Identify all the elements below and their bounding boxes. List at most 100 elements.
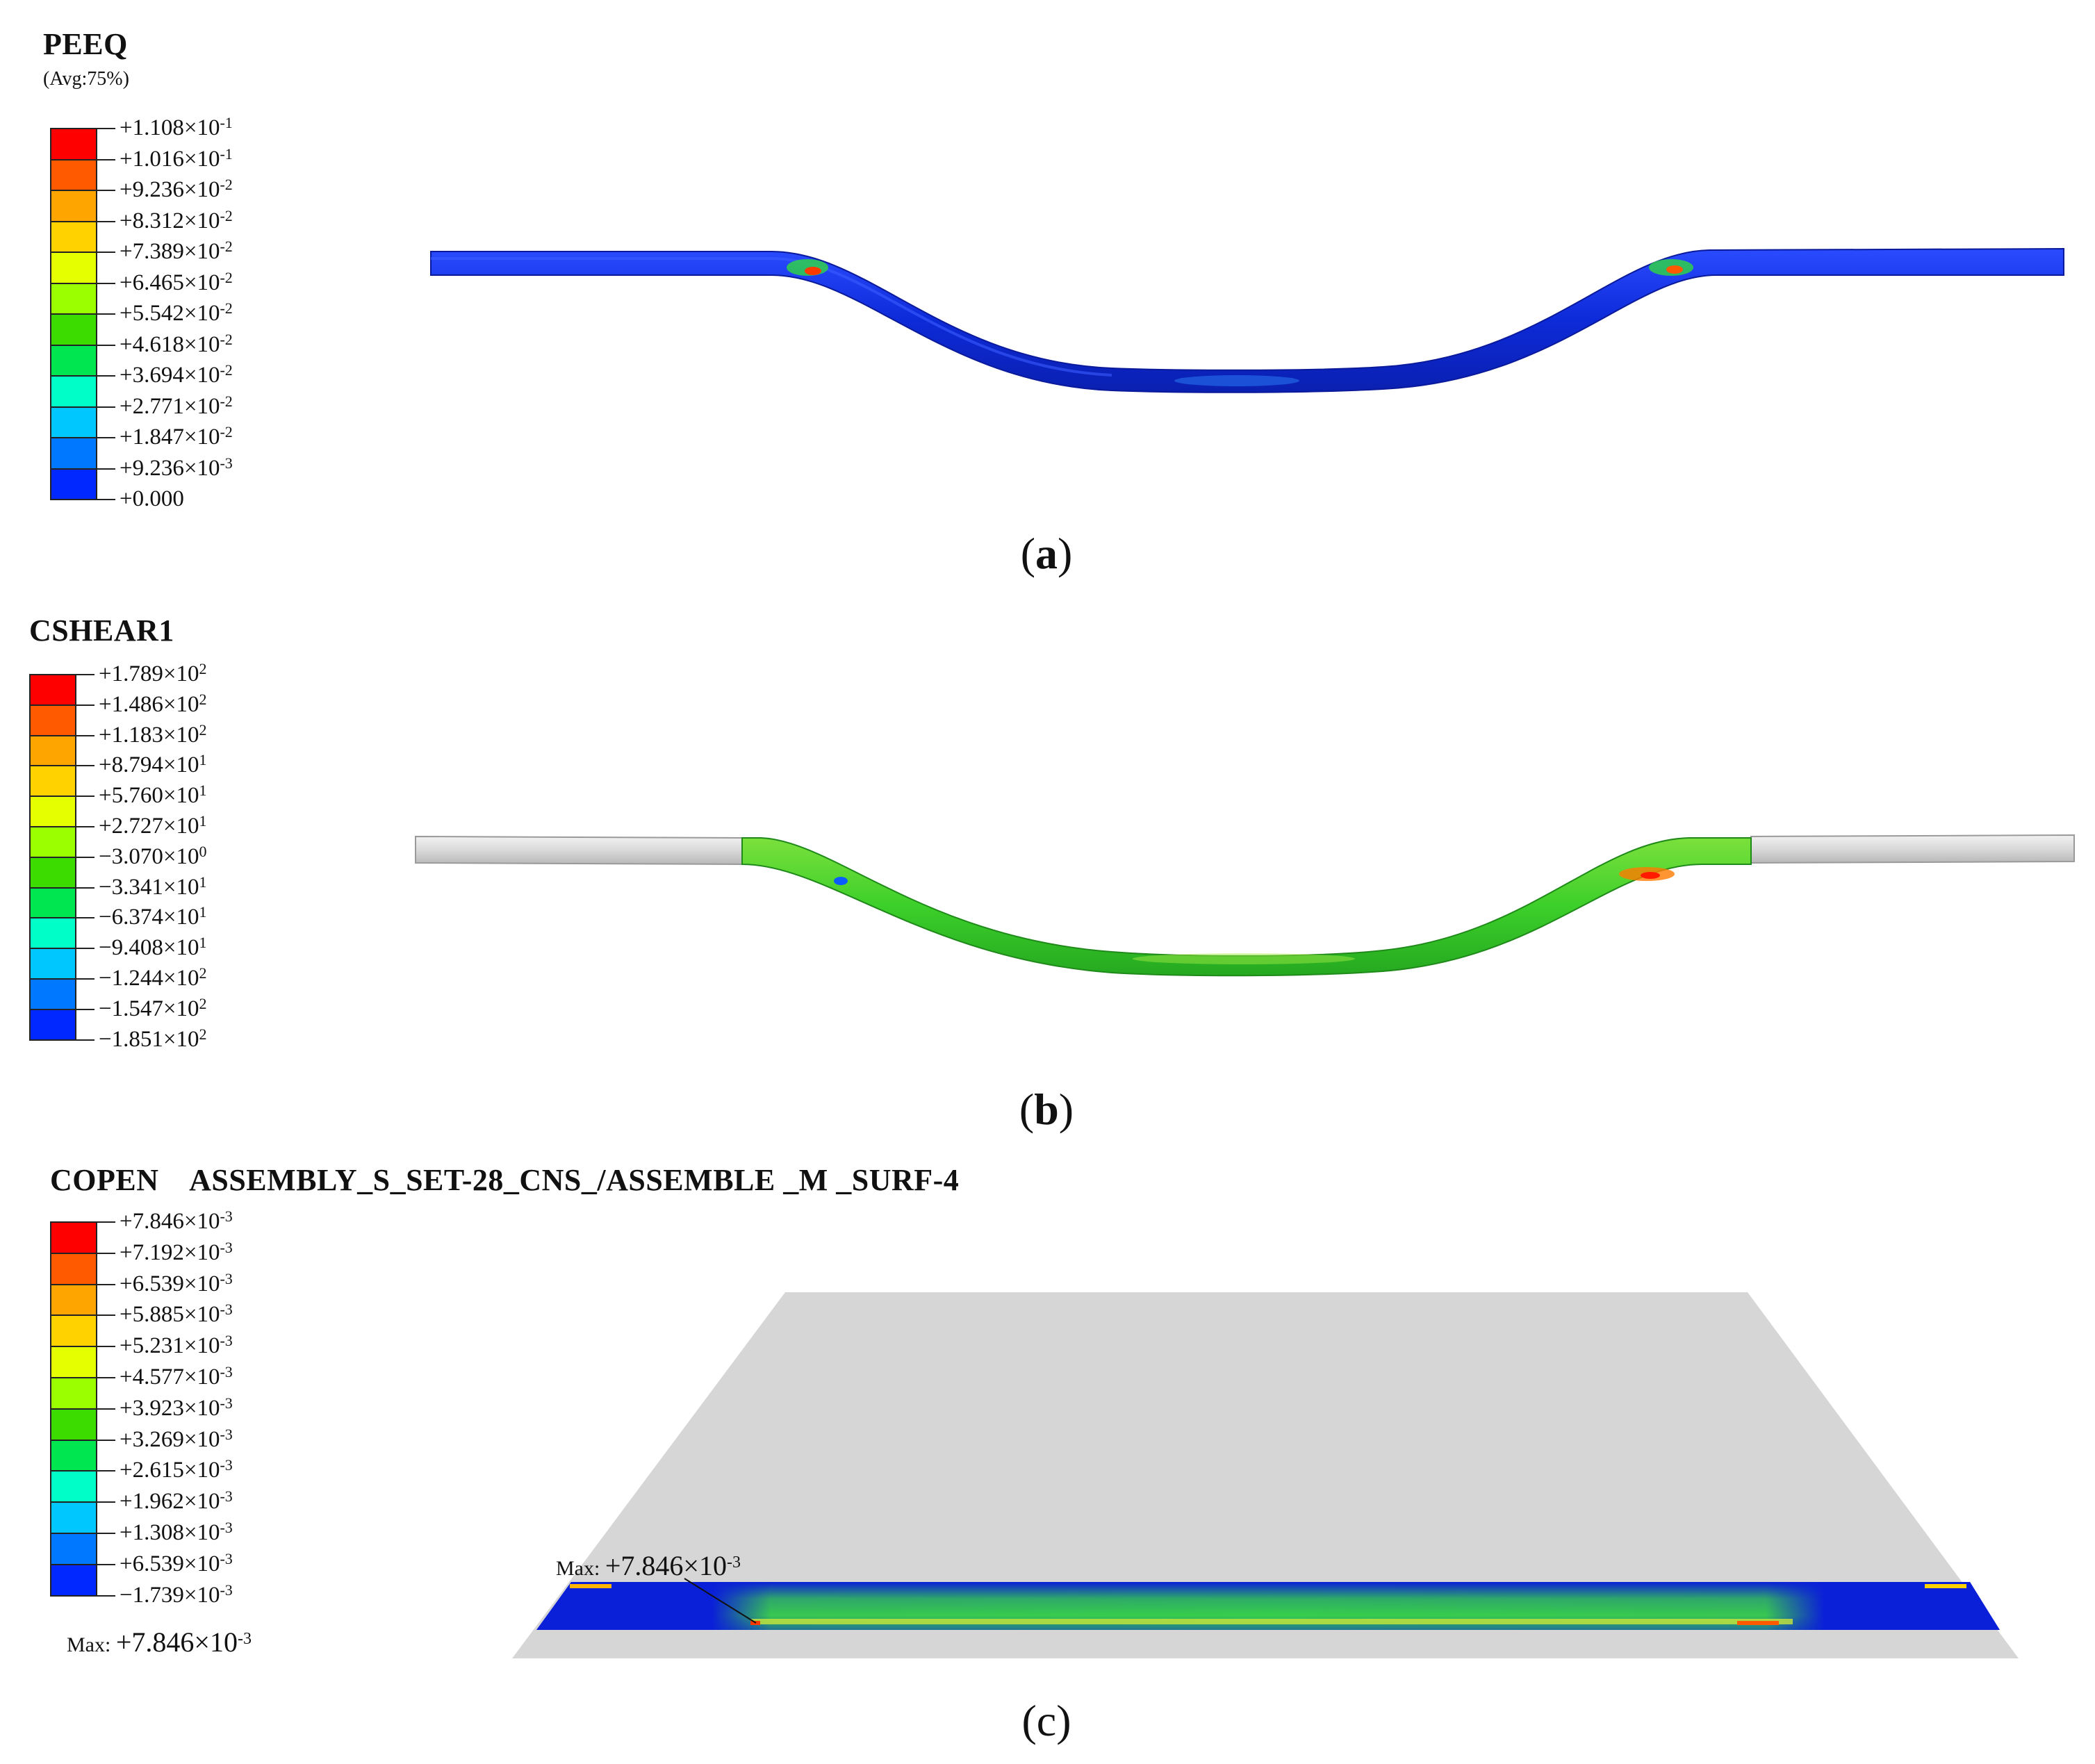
panel-c-legend-max-exp: -3 <box>237 1630 252 1648</box>
legend-tick <box>95 1314 115 1317</box>
legend-swatch <box>50 1563 97 1597</box>
legend-swatch <box>50 313 97 346</box>
legend-label: +7.192×10-3 <box>120 1238 233 1265</box>
legend-swatch <box>50 190 97 222</box>
legend-tick <box>95 220 115 222</box>
legend-tick <box>74 765 95 767</box>
legend-label: +1.308×10-3 <box>120 1519 233 1545</box>
legend-tick <box>95 1408 115 1410</box>
legend-tick <box>74 1008 95 1010</box>
legend-label: +8.312×10-2 <box>120 206 233 233</box>
panel-a-title: PEEQ <box>43 27 128 61</box>
panel-c-legend-max-label: Max: <box>67 1633 111 1656</box>
panel-c-surface <box>512 1292 2019 1658</box>
legend-label: +2.727×101 <box>99 812 207 839</box>
panel-c-max-annotation-label: Max: <box>556 1557 600 1580</box>
legend-tick <box>95 1470 115 1472</box>
legend-label: +7.846×10-3 <box>120 1207 233 1234</box>
legend-swatch <box>50 375 97 408</box>
legend-swatch <box>29 1008 76 1041</box>
legend-swatch <box>50 252 97 284</box>
legend-label: +1.108×10-1 <box>120 114 233 140</box>
legend-tick <box>95 1594 115 1597</box>
panel-c-title: COPEN ASSEMBLY_S_SET-28_CNS_/ASSEMBLE _M… <box>50 1163 960 1197</box>
legend-swatch <box>50 1346 97 1378</box>
legend-tick <box>95 1439 115 1441</box>
legend-swatch <box>50 468 97 500</box>
legend-tick <box>95 406 115 408</box>
legend-swatch <box>50 1501 97 1534</box>
legend-label: +1.962×10-3 <box>120 1487 233 1515</box>
legend-swatch <box>29 917 76 950</box>
legend-tick <box>74 978 95 980</box>
legend-swatch <box>50 1408 97 1441</box>
legend-swatch <box>50 1439 97 1472</box>
legend-swatch <box>50 437 97 470</box>
legend-swatch <box>29 978 76 1010</box>
legend-tick <box>95 313 115 315</box>
legend-swatch <box>50 1283 97 1317</box>
legend-label: −1.851×102 <box>99 1025 207 1052</box>
panel-a-pipe <box>430 247 2064 393</box>
legend-tick <box>74 948 95 950</box>
legend-label: +1.789×102 <box>99 660 207 686</box>
legend-tick <box>95 158 115 160</box>
legend-swatch <box>29 856 76 889</box>
panel-c-max-annotation-value: +7.846×10 <box>605 1550 727 1581</box>
legend-label: +4.577×10-3 <box>120 1363 233 1390</box>
legend-label: +1.183×102 <box>99 720 207 748</box>
legend-tick <box>74 1039 95 1041</box>
legend-label: +7.389×10-2 <box>120 238 233 264</box>
legend-swatch <box>50 1377 97 1410</box>
legend-swatch <box>29 734 76 767</box>
legend-swatch <box>29 948 76 980</box>
legend-tick <box>74 887 95 889</box>
legend-tick <box>95 282 115 284</box>
legend-tick <box>95 1501 115 1503</box>
legend-tick <box>95 344 115 346</box>
legend-tick <box>74 734 95 736</box>
legend-label: +5.885×10-3 <box>120 1301 233 1328</box>
legend-label: +9.236×10-3 <box>120 454 233 481</box>
legend-swatch <box>29 674 76 706</box>
legend-tick <box>95 1533 115 1534</box>
legend-label: +1.486×102 <box>99 690 207 717</box>
legend-label: +1.847×10-2 <box>120 423 233 450</box>
legend-swatch <box>29 765 76 798</box>
legend-tick <box>95 499 115 500</box>
legend-label: −9.408×101 <box>99 934 207 961</box>
legend-swatch <box>29 704 76 736</box>
legend-tick <box>95 1377 115 1378</box>
legend-tick <box>74 674 95 675</box>
legend-tick <box>74 704 95 706</box>
legend-label: −3.070×100 <box>99 842 207 869</box>
legend-tick <box>74 917 95 919</box>
legend-label: +6.465×10-2 <box>120 268 233 295</box>
legend-swatch <box>29 796 76 827</box>
legend-swatch <box>50 344 97 377</box>
legend-label: +9.236×10-2 <box>120 176 233 202</box>
legend-swatch <box>50 128 97 160</box>
legend-swatch <box>50 220 97 253</box>
legend-tick <box>95 1283 115 1285</box>
legend-swatch <box>50 1221 97 1254</box>
legend-label: +6.539×10-3 <box>120 1549 233 1576</box>
legend-label: +3.694×10-2 <box>120 361 233 388</box>
legend-label: +0.000 <box>120 486 184 511</box>
legend-label: +2.615×10-3 <box>120 1456 233 1483</box>
legend-tick <box>95 437 115 438</box>
legend-tick <box>95 252 115 253</box>
caption-b: (b) <box>1019 1085 1074 1134</box>
legend-label: +3.269×10-3 <box>120 1425 233 1452</box>
legend-swatch <box>29 826 76 858</box>
legend-tick <box>74 826 95 827</box>
legend-label: +5.231×10-3 <box>120 1332 233 1359</box>
legend-label: −6.374×101 <box>99 903 207 930</box>
legend-label: +5.760×101 <box>99 782 207 809</box>
panel-b-pipe <box>415 834 2075 977</box>
panel-b-title: CSHEAR1 <box>29 613 174 648</box>
legend-tick <box>95 375 115 377</box>
legend-label: +6.539×10-3 <box>120 1269 233 1296</box>
legend-tick <box>74 796 95 798</box>
